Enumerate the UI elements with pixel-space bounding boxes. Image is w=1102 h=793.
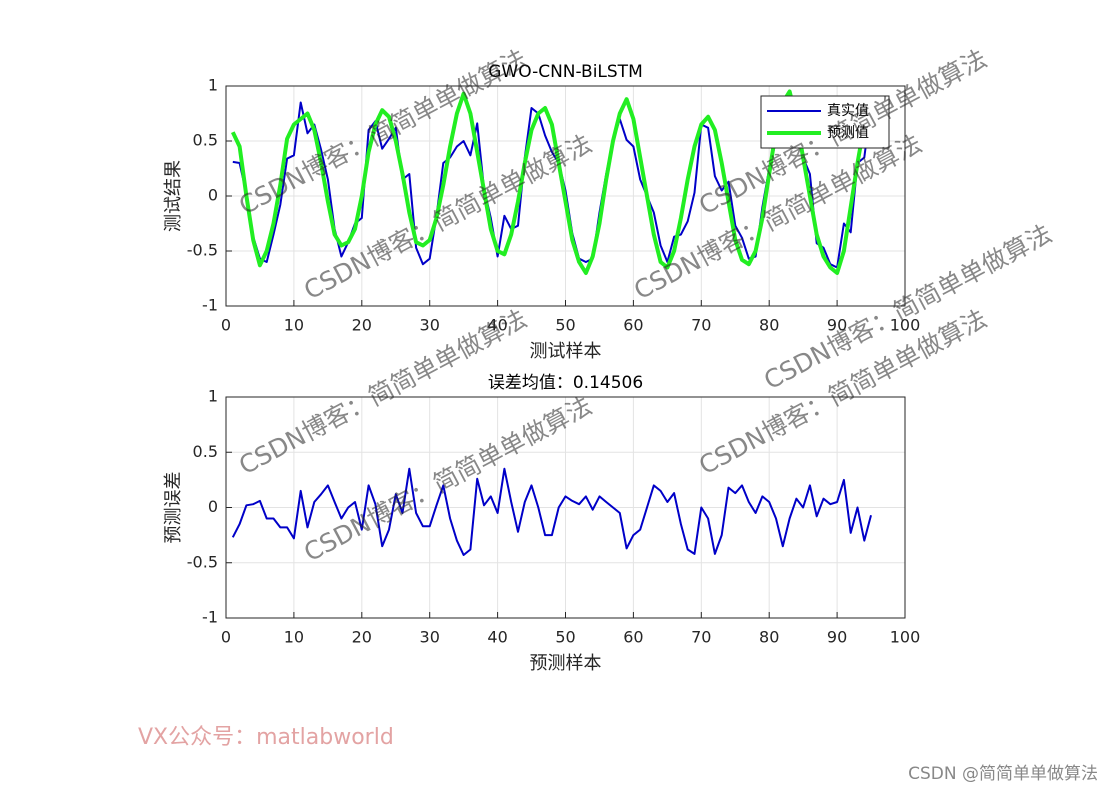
data-line [231, 467, 872, 556]
x-tick-label: 30 [420, 628, 440, 647]
axes-box [225, 396, 906, 619]
y-tick-label: 1 [208, 76, 218, 95]
x-tick-label: 30 [420, 316, 440, 335]
y-tick-label: -1 [202, 608, 218, 627]
x-tick-label: 80 [759, 628, 779, 647]
chart-title: 误差均值：0.14506 [488, 373, 643, 393]
legend-label: 预测值 [827, 125, 869, 141]
legend-label: 真实值 [827, 103, 869, 119]
legend-box [760, 95, 890, 149]
footer-right: CSDN @简简单单做算法 [908, 764, 1098, 784]
x-tick-label: 90 [827, 316, 847, 335]
x-axis-label: 预测样本 [530, 653, 602, 674]
x-tick-label: 100 [890, 316, 921, 335]
x-tick-label: 50 [555, 628, 575, 647]
x-tick-label: 70 [691, 628, 711, 647]
x-tick-label: 20 [352, 316, 372, 335]
chart-title: GWO-CNN-BiLSTM [488, 62, 643, 82]
axes-box [225, 85, 906, 307]
x-tick-label: 100 [890, 628, 921, 647]
x-tick-label: 40 [487, 316, 507, 335]
y-axis-label: 测试结果 [163, 160, 184, 232]
footer-left: VX公众号：matlabworld [138, 725, 394, 750]
y-tick-label: -1 [202, 296, 218, 315]
x-tick-label: 50 [555, 316, 575, 335]
y-tick-label: 0 [208, 186, 218, 205]
x-axis-label: 测试样本 [530, 341, 602, 362]
x-tick-label: 60 [623, 628, 643, 647]
x-tick-label: 40 [487, 628, 507, 647]
x-tick-label: 60 [623, 316, 643, 335]
y-tick-label: -0.5 [187, 241, 218, 260]
data-line [230, 89, 873, 275]
x-tick-label: 90 [827, 628, 847, 647]
x-tick-label: 10 [284, 628, 304, 647]
y-tick-label: 0.5 [193, 131, 218, 150]
y-axis-label: 预测误差 [163, 472, 184, 544]
x-tick-label: 0 [221, 316, 231, 335]
x-tick-label: 20 [352, 628, 372, 647]
y-tick-label: 0.5 [193, 442, 218, 461]
y-tick-label: 0 [208, 497, 218, 516]
y-tick-label: -0.5 [187, 552, 218, 571]
x-tick-label: 10 [284, 316, 304, 335]
x-tick-label: 70 [691, 316, 711, 335]
y-tick-label: 1 [208, 387, 218, 406]
x-tick-label: 0 [221, 628, 231, 647]
x-tick-label: 80 [759, 316, 779, 335]
